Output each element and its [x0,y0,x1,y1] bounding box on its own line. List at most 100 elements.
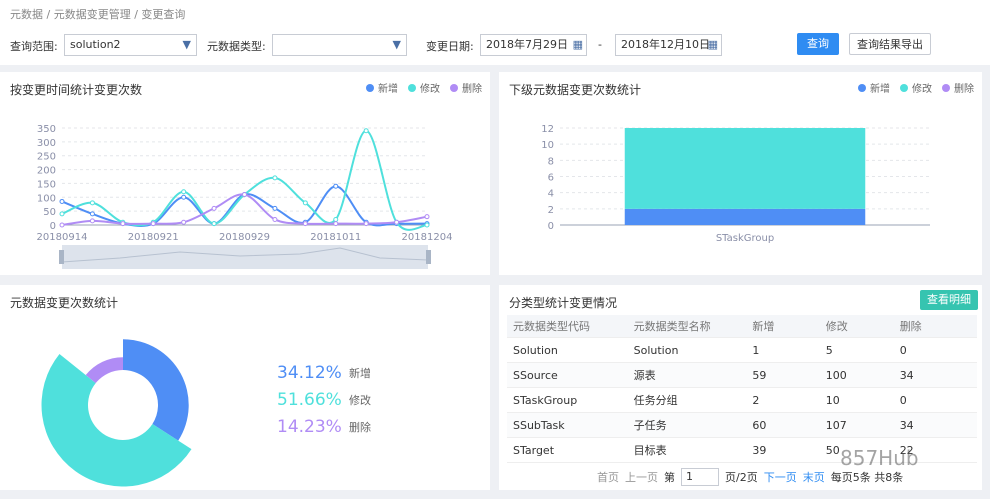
point [333,216,339,222]
legend: 新增 修改 删除 [366,80,482,95]
header-cell: 元数据类型代码 [507,315,628,338]
pager-item: 页/2页 [725,471,758,484]
donut-slice [123,339,189,441]
bar-segment [624,208,866,225]
date-to[interactable]: 2018年12月10日 ▦ [615,34,722,56]
line-panel: 按变更时间统计变更次数 新增 修改 删除 0 50 100 150 200 250 300 350… [0,72,490,275]
legend-item[interactable]: 新增 [366,80,398,95]
pager-item[interactable]: 1 [681,468,719,486]
pager-item[interactable]: 末页 [802,471,825,484]
cell: 107 [819,412,894,438]
cell: 34 [893,362,977,388]
legend-item[interactable]: 删除 [942,80,974,95]
point [272,205,278,211]
zoom-slider[interactable] [62,245,428,269]
x-tick-label: 20181011 [310,232,361,243]
cell: 源表 [627,362,747,388]
point [89,211,95,217]
donut-chart: 34.12% 新增 51.66% 修改 14.23% 删除 [41,339,371,487]
point [89,200,95,206]
point [59,222,65,228]
cell: 22 [893,437,977,463]
export-button[interactable]: 查询结果导出 [849,33,931,55]
y-tick-label: 300 [37,138,56,149]
cell: 子任务 [627,412,747,438]
pager-item[interactable]: 下一页 [763,471,797,484]
point [120,221,126,227]
point [333,221,339,227]
donut-slice [85,357,123,384]
y-tick-label: 2 [548,205,554,216]
y-tick-label: 350 [37,124,56,135]
header-cell: 删除 [893,315,977,338]
value: solution2 [70,38,121,51]
cell: 0 [893,387,977,413]
label: 变更日期: [426,40,474,53]
pager-item[interactable]: 上一页 [625,471,658,484]
bar-panel: 下级元数据变更次数统计 新增 修改 删除 0 2 4 6 8 10 12 STaskGroup [499,72,982,275]
point [59,198,65,204]
row: SSubTask 子任务 60 107 34 [507,412,977,438]
y-tick-label: 6 [548,173,554,184]
top-bar: 元数据 / 元数据变更管理 / 变更查询 查询范围: solution2 ▼ 元数… [0,0,990,65]
cell: STarget [507,437,628,463]
legend-name: 删除 [349,420,371,434]
point [181,219,187,225]
crumb: 变更查询 [141,8,186,21]
query-button[interactable]: 查询 [797,33,839,55]
legend-item[interactable]: 删除 [450,80,482,95]
y-tick-label: 250 [37,152,56,163]
cell: 100 [819,362,894,388]
x-tick-label: 20180914 [37,232,88,243]
cell: STaskGroup [507,387,628,413]
series-line [61,129,428,231]
separator: - [598,38,602,51]
panel-title: 按变更时间统计变更次数 [10,83,143,97]
slider-handle[interactable] [426,250,431,264]
legend: 新增 修改 删除 [858,80,974,95]
y-tick-label: 100 [37,193,56,204]
legend-item[interactable]: 修改 [408,80,440,95]
scope-select[interactable]: solution2 ▼ [64,34,197,56]
legend-name: 修改 [349,393,371,407]
crumb[interactable]: 元数据 [10,8,43,21]
point [242,192,247,198]
cell: 任务分组 [627,387,747,413]
pager-item: 第 [664,471,675,484]
point [211,205,217,211]
point [272,175,278,181]
point [424,222,430,228]
header-cell: 修改 [819,315,894,338]
slider-handle[interactable] [59,250,64,264]
y-tick-label: 10 [541,140,554,151]
label: 查询范围: [10,40,58,53]
point [363,128,369,134]
y-tick-label: 50 [43,207,56,218]
detail-button[interactable]: 查看明细 [920,290,978,310]
point [59,211,65,217]
series-line [61,193,428,226]
cell: 50 [819,437,894,463]
cell: 1 [746,337,820,363]
panel-title: 分类型统计变更情况 [509,296,618,310]
header-row: 元数据类型代码 元数据类型名称 新增 修改 删除 [507,315,977,338]
pager-item[interactable]: 首页 [597,471,619,484]
cell: SSubTask [507,412,628,438]
date-from[interactable]: 2018年7月29日 ▦ [480,34,587,56]
crumb[interactable]: 元数据变更管理 [53,8,131,21]
value: 2018年7月29日 [486,38,568,51]
type-select[interactable]: ▼ [272,34,407,56]
header-cell: 元数据类型名称 [627,315,747,338]
point [302,221,308,227]
legend-item[interactable]: 新增 [858,80,890,95]
cell: Solution [507,337,628,363]
legend-value: 34.12% [277,363,342,383]
row: STaskGroup 任务分组 2 10 0 [507,387,977,413]
header-cell: 新增 [746,315,820,338]
point [363,221,369,227]
x-tick-label: 20180929 [219,232,270,243]
point [150,221,156,227]
legend-item[interactable]: 修改 [900,80,932,95]
value: 2018年12月10日 [621,38,710,51]
cell: 2 [746,387,820,413]
